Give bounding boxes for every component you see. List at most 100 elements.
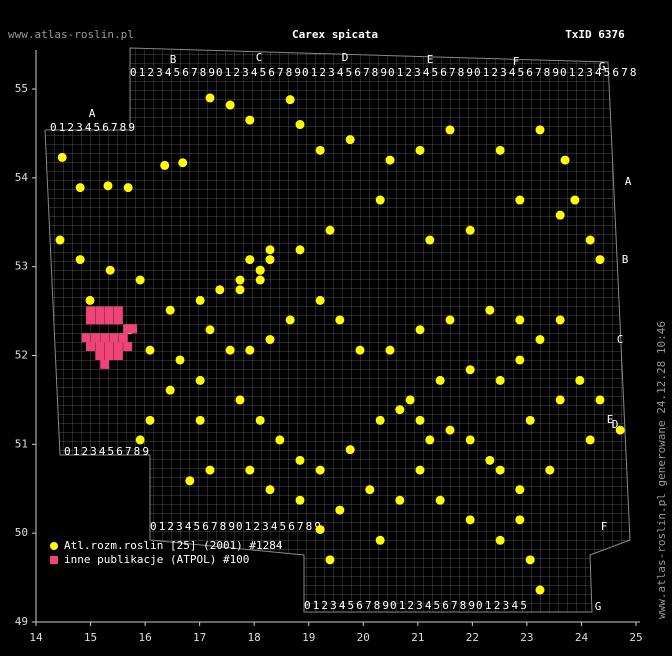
record-dot bbox=[235, 395, 245, 405]
grid-letter: D bbox=[612, 418, 619, 431]
record-dot bbox=[465, 365, 475, 375]
record-dot bbox=[615, 425, 625, 435]
record-square bbox=[113, 315, 123, 325]
record-dot bbox=[415, 325, 425, 335]
x-tick-label: 19 bbox=[302, 631, 315, 644]
grid-letter: F bbox=[513, 55, 520, 68]
record-dot bbox=[465, 435, 475, 445]
x-tick-label: 23 bbox=[520, 631, 533, 644]
record-dot bbox=[265, 485, 275, 495]
record-dot bbox=[325, 555, 335, 565]
record-dot bbox=[405, 395, 415, 405]
record-dot bbox=[105, 265, 115, 275]
record-square bbox=[104, 315, 114, 325]
record-dot bbox=[265, 255, 275, 265]
record-dot bbox=[315, 465, 325, 475]
record-dot bbox=[335, 315, 345, 325]
y-tick-label: 55 bbox=[15, 82, 28, 95]
record-dot bbox=[425, 435, 435, 445]
record-dot bbox=[585, 435, 595, 445]
record-dot bbox=[205, 93, 215, 103]
record-dot bbox=[295, 495, 305, 505]
record-dot bbox=[525, 555, 535, 565]
record-dot bbox=[465, 225, 475, 235]
record-dot bbox=[425, 235, 435, 245]
record-dot bbox=[285, 95, 295, 105]
record-dot bbox=[365, 485, 375, 495]
record-dot bbox=[435, 495, 445, 505]
record-dot bbox=[245, 345, 255, 355]
record-dot bbox=[75, 255, 85, 265]
record-dot bbox=[375, 195, 385, 205]
record-dot bbox=[255, 265, 265, 275]
record-dot bbox=[315, 145, 325, 155]
x-tick-label: 24 bbox=[575, 631, 589, 644]
record-square bbox=[123, 342, 133, 352]
record-dot bbox=[495, 465, 505, 475]
y-tick-label: 53 bbox=[15, 260, 28, 273]
record-dot bbox=[295, 455, 305, 465]
record-square bbox=[81, 333, 91, 343]
record-square bbox=[118, 333, 128, 343]
record-dot bbox=[515, 485, 525, 495]
y-tick-label: 49 bbox=[15, 615, 28, 628]
record-dot bbox=[185, 476, 195, 486]
legend-label: inne publikacje (ATPOL) #100 bbox=[64, 553, 249, 566]
record-square bbox=[100, 333, 110, 343]
record-dot bbox=[585, 235, 595, 245]
record-dot bbox=[145, 415, 155, 425]
record-dot bbox=[265, 245, 275, 255]
record-square bbox=[86, 342, 96, 352]
record-dot bbox=[57, 152, 67, 162]
grid-letter: F bbox=[601, 520, 608, 533]
record-square bbox=[109, 333, 119, 343]
record-dot bbox=[555, 210, 565, 220]
record-dot bbox=[525, 415, 535, 425]
record-dot bbox=[235, 275, 245, 285]
record-dot bbox=[335, 505, 345, 515]
record-dot bbox=[395, 405, 405, 415]
grid-letter: G bbox=[595, 600, 602, 613]
record-dot bbox=[178, 158, 188, 168]
record-dot bbox=[315, 525, 325, 535]
record-dot bbox=[205, 325, 215, 335]
record-dot bbox=[535, 585, 545, 595]
record-dot bbox=[555, 315, 565, 325]
record-dot bbox=[345, 135, 355, 145]
x-tick-label: 18 bbox=[248, 631, 261, 644]
legend-dot bbox=[50, 542, 58, 550]
record-square bbox=[104, 306, 114, 316]
record-dot bbox=[325, 225, 335, 235]
record-dot bbox=[595, 395, 605, 405]
record-dot bbox=[165, 385, 175, 395]
record-square bbox=[95, 342, 105, 352]
record-dot bbox=[495, 535, 505, 545]
record-square bbox=[113, 342, 123, 352]
record-dot bbox=[295, 120, 305, 130]
record-dot bbox=[235, 285, 245, 295]
record-dot bbox=[415, 465, 425, 475]
record-dot bbox=[165, 305, 175, 315]
record-dot bbox=[55, 235, 65, 245]
grid-letter: A bbox=[625, 175, 632, 188]
record-dot bbox=[435, 375, 445, 385]
record-dot bbox=[85, 295, 95, 305]
record-square bbox=[90, 333, 100, 343]
record-dot bbox=[515, 315, 525, 325]
record-dot bbox=[595, 255, 605, 265]
record-dot bbox=[255, 415, 265, 425]
record-dot bbox=[515, 195, 525, 205]
record-dot bbox=[135, 435, 145, 445]
record-dot bbox=[245, 465, 255, 475]
record-square bbox=[95, 315, 105, 325]
grid-letter: A bbox=[89, 107, 96, 120]
grid-digits: 012345678 bbox=[560, 66, 637, 79]
record-dot bbox=[385, 155, 395, 165]
record-square bbox=[86, 306, 96, 316]
record-dot bbox=[495, 145, 505, 155]
side-note: www.atlas-roslin.pl generowane 24.12.28 … bbox=[655, 321, 668, 619]
record-dot bbox=[535, 335, 545, 345]
record-dot bbox=[560, 155, 570, 165]
record-dot bbox=[345, 445, 355, 455]
